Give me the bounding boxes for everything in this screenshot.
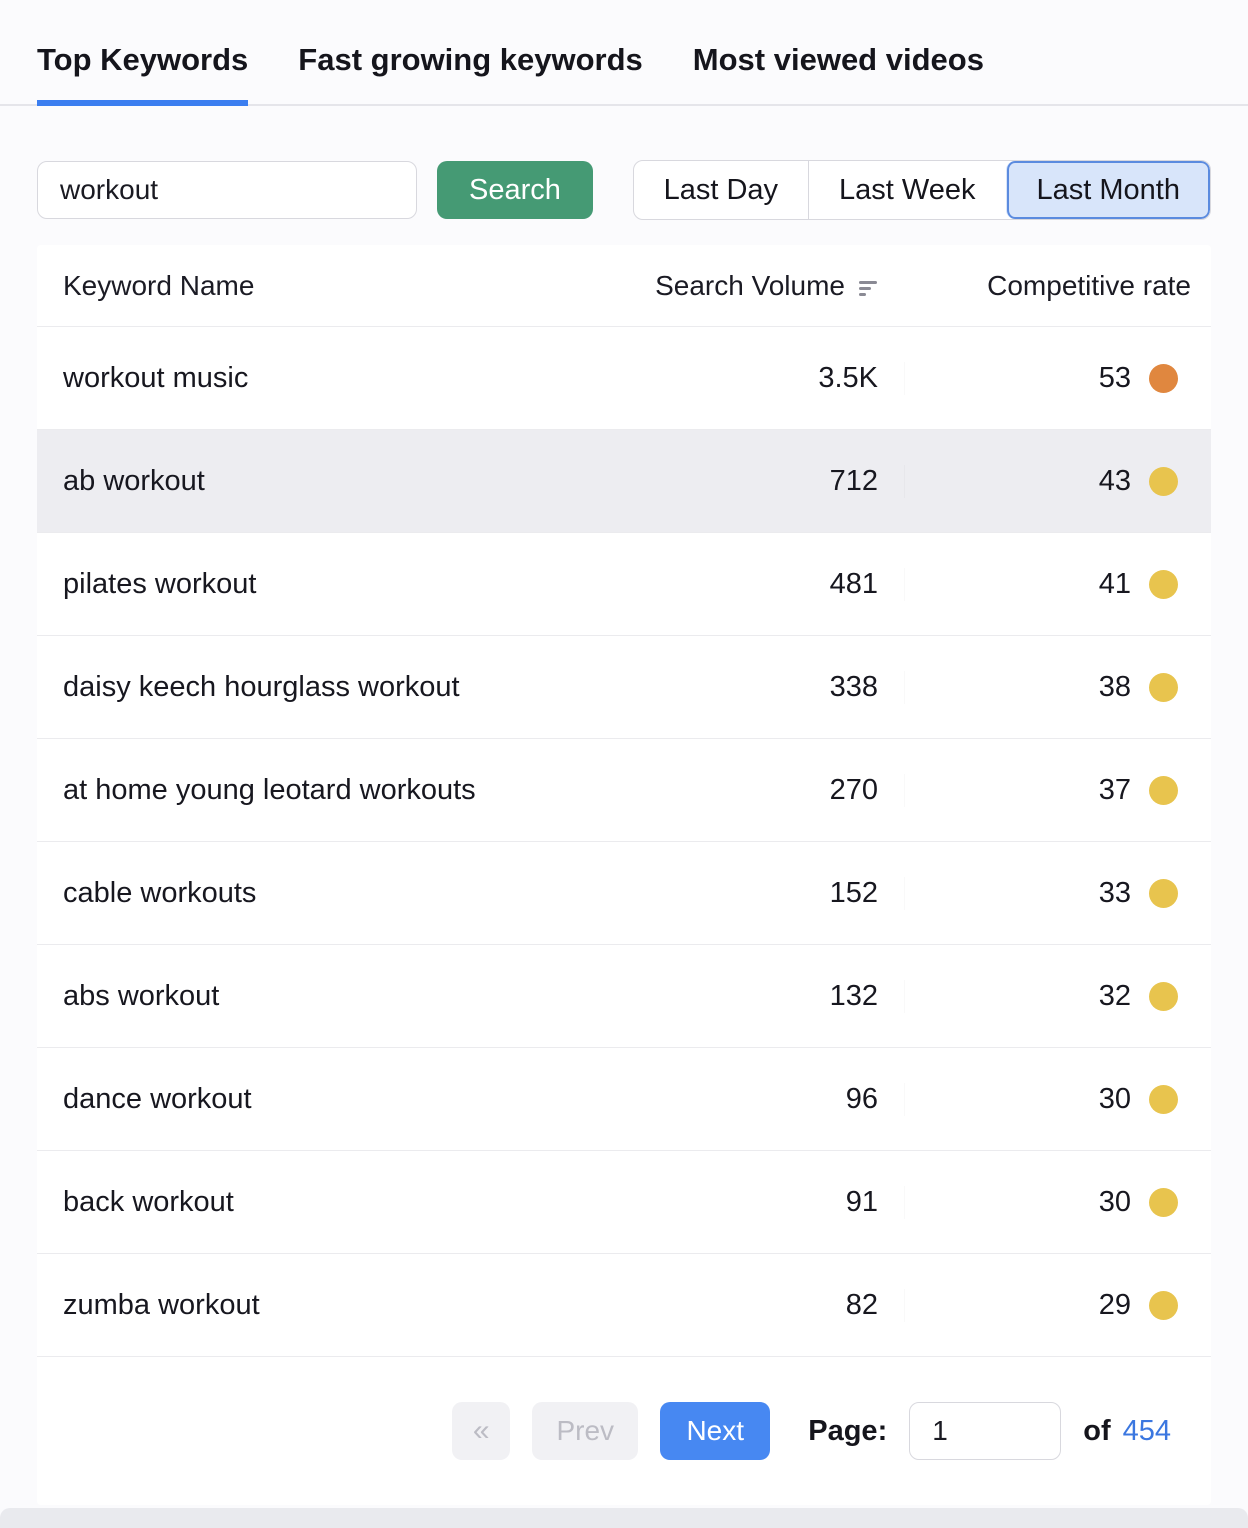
rate-dot [1149,466,1178,496]
filter-last-day[interactable]: Last Day [663,173,779,206]
time-filter: Last Day Last Week Last Month [632,160,1211,220]
search-button[interactable]: Search [437,161,593,219]
competitive-rate: 30 [1099,1186,1211,1219]
competitive-rate: 38 [1099,671,1211,704]
rate-value: 38 [1098,670,1131,703]
table-row[interactable]: at home young leotard workouts 270 37 [37,739,1211,842]
pagination: « Prev Next Page: of 454 [37,1357,1211,1505]
rate-value: 53 [1098,361,1131,394]
table-row[interactable]: back workout 91 30 [37,1151,1211,1254]
competitive-rate: 32 [1099,980,1211,1013]
column-header-search-volume-label: Search Volume [655,269,845,301]
competitive-rate: 30 [1099,1083,1211,1116]
table-row[interactable]: pilates workout 481 41 [37,533,1211,636]
keywords-table: Keyword Name Search Volume Competitive r… [37,245,1211,1505]
rate-dot [1149,1084,1178,1114]
competitive-rate: 41 [1099,568,1211,601]
tabs-bar: Top Keywords Fast growing keywords Most … [0,0,1248,106]
sort-descending-icon[interactable] [857,278,883,298]
rate-value: 33 [1098,876,1131,909]
controls-row: Search Last Day Last Week Last Month [37,160,1211,220]
table-header: Keyword Name Search Volume Competitive r… [37,245,1211,327]
search-volume: 91 [846,1186,905,1219]
rate-dot [1149,1187,1178,1217]
table-row[interactable]: daisy keech hourglass workout 338 38 [37,636,1211,739]
column-header-keyword-name[interactable]: Keyword Name [63,269,255,301]
column-header-competitive-rate[interactable]: Competitive rate [987,269,1191,301]
table-row[interactable]: abs workout 132 32 [37,945,1211,1048]
rate-value: 43 [1098,464,1131,497]
keyword-name: pilates workout [63,567,257,600]
keyword-name: ab workout [63,464,205,497]
tab-fast-growing-keywords[interactable]: Fast growing keywords [298,42,643,77]
search-volume: 82 [846,1289,905,1322]
search-volume: 338 [830,671,905,704]
rate-dot [1149,878,1178,908]
rate-value: 30 [1098,1082,1131,1115]
rate-dot [1149,569,1178,599]
competitive-rate: 37 [1099,774,1211,807]
search-volume: 132 [830,980,905,1013]
search-volume: 712 [830,465,905,498]
of-label: of [1083,1414,1111,1447]
competitive-rate: 29 [1099,1289,1211,1322]
rate-dot [1149,775,1178,805]
keyword-name: abs workout [63,979,220,1012]
table-row[interactable]: ab workout 712 43 [37,430,1211,533]
prev-page-button[interactable]: Prev [532,1402,639,1460]
rate-value: 32 [1098,979,1131,1012]
rate-value: 41 [1098,567,1131,600]
tab-top-keywords[interactable]: Top Keywords [37,42,249,106]
table-row[interactable]: dance workout 96 30 [37,1048,1211,1151]
competitive-rate: 43 [1099,465,1211,498]
keyword-name: zumba workout [63,1288,260,1321]
search-input[interactable] [37,161,417,219]
page-total: of 454 [1083,1415,1171,1448]
search-volume: 270 [830,774,905,807]
bottom-strip [0,1508,1248,1528]
keyword-name: daisy keech hourglass workout [63,670,460,703]
keyword-name: workout music [63,361,249,394]
next-page-button[interactable]: Next [660,1402,771,1460]
rate-dot [1149,363,1178,393]
table-row[interactable]: cable workouts 152 33 [37,842,1211,945]
search-volume: 152 [830,877,905,910]
rate-value: 29 [1098,1288,1131,1321]
rate-value: 37 [1098,773,1131,806]
search-volume: 96 [846,1083,905,1116]
filter-last-month[interactable]: Last Month [1005,161,1210,219]
competitive-rate: 53 [1099,362,1211,395]
total-pages: 454 [1122,1414,1171,1447]
competitive-rate: 33 [1099,877,1211,910]
search-volume: 481 [830,568,905,601]
keyword-name: at home young leotard workouts [63,773,476,806]
table-row[interactable]: zumba workout 82 29 [37,1254,1211,1357]
keyword-name: back workout [63,1185,234,1218]
rate-value: 30 [1098,1185,1131,1218]
page-label: Page: [808,1414,888,1447]
column-header-search-volume[interactable]: Search Volume [655,270,905,302]
page-number-input[interactable] [909,1402,1062,1460]
keyword-name: dance workout [63,1082,252,1115]
keyword-name: cable workouts [63,876,257,909]
tab-most-viewed-videos[interactable]: Most viewed videos [692,42,984,77]
rate-dot [1149,672,1178,702]
table-row[interactable]: workout music 3.5K 53 [37,327,1211,430]
search-volume: 3.5K [818,362,905,395]
rate-dot [1149,1290,1178,1320]
first-page-button[interactable]: « [452,1402,511,1460]
table-body: workout music 3.5K 53 ab workout 712 43 … [37,327,1211,1357]
filter-last-week[interactable]: Last Week [808,161,1005,219]
rate-dot [1149,981,1178,1011]
